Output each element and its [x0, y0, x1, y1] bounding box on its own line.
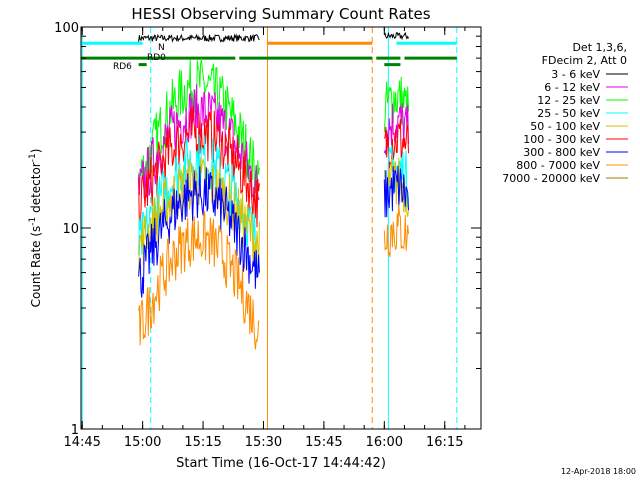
chart-title: HESSI Observing Summary Count Rates	[131, 5, 430, 23]
state-label-n: N	[158, 43, 165, 53]
footer-date: 12-Apr-2018 18:00	[561, 467, 636, 476]
legend-label-7: 800 - 7000 keV	[516, 159, 600, 172]
y-tick-label-2: 100	[54, 21, 79, 36]
x-tick-label-3: 15:30	[245, 435, 282, 450]
x-tick-label-6: 16:15	[426, 435, 463, 450]
legend-label-2: 12 - 25 keV	[537, 94, 600, 107]
x-tick-label-4: 15:45	[305, 435, 342, 450]
x-tick-label-5: 16:00	[366, 435, 403, 450]
legend-label-0: 3 - 6 keV	[551, 68, 600, 81]
y-axis-label: Count Rate (s-1 detector-1)	[28, 149, 43, 308]
axis-ticks: 14:45 15:00 15:15 15:30 15:45 16:00 16:15 1 10 10…	[54, 21, 481, 450]
state-label-rd6: RD6	[113, 62, 132, 72]
series-line-1	[138, 58, 409, 203]
series-line-0	[138, 31, 409, 43]
legend-label-5: 100 - 300 keV	[523, 133, 600, 146]
x-axis-label: Start Time (16-Oct-17 14:44:42)	[176, 456, 386, 471]
legend-label-4: 50 - 100 keV	[530, 120, 600, 133]
series-line-5	[138, 157, 409, 274]
series-line-7	[138, 204, 409, 350]
x-tick-label-1: 15:00	[124, 435, 161, 450]
x-tick-label-0: 14:45	[63, 435, 100, 450]
x-tick-label-2: 15:15	[184, 435, 221, 450]
state-label-rd0: RD0	[147, 53, 166, 63]
legend-label-8: 7000 - 20000 keV	[502, 172, 600, 185]
legend-label-6: 300 - 800 keV	[523, 146, 600, 159]
legend-header-line-2: FDecim 2, Att 0	[542, 54, 627, 67]
y-tick-label-0: 1	[71, 423, 79, 438]
series-line-6	[138, 166, 409, 298]
legend-label-1: 6 - 12 keV	[544, 81, 600, 94]
series-line-3	[138, 105, 409, 230]
legend-header-line-1: Det 1,3,6,	[572, 41, 627, 54]
legend-label-3: 25 - 50 keV	[537, 107, 600, 120]
y-tick-label-1: 10	[62, 222, 79, 237]
